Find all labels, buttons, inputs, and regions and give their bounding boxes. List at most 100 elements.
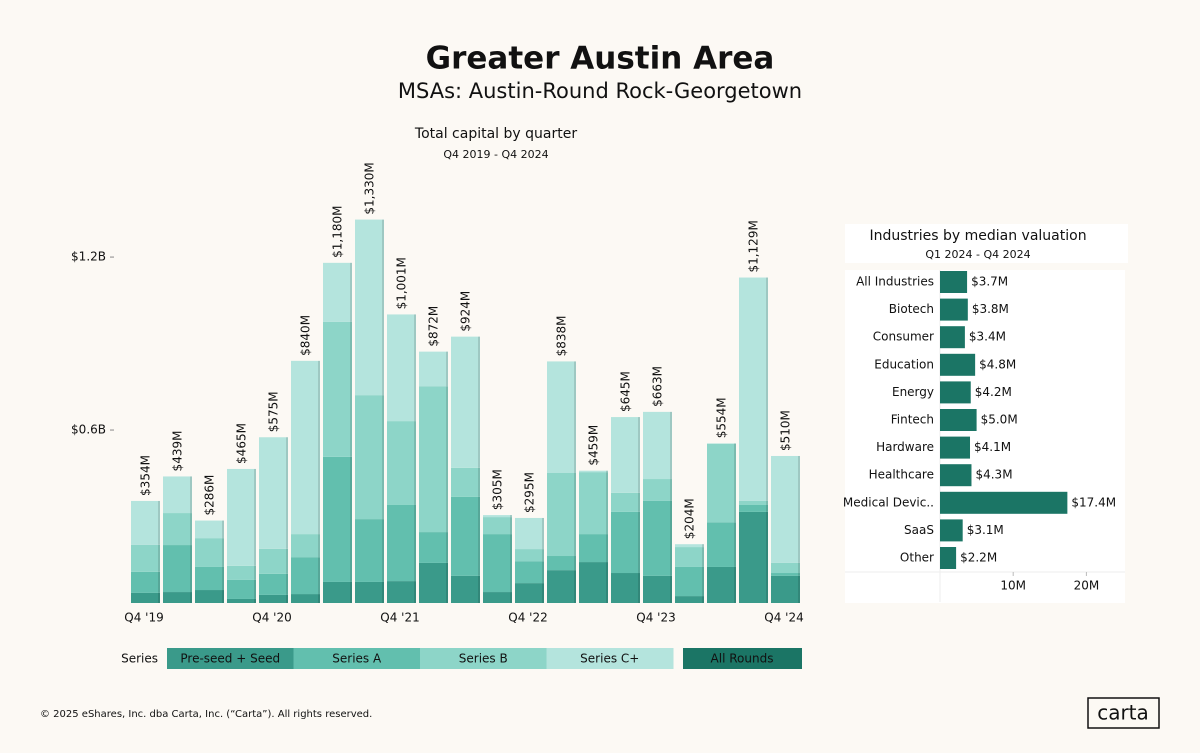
bar-edge — [254, 598, 256, 603]
legend-label: Series B — [459, 652, 508, 666]
bar-edge — [574, 361, 576, 473]
legend-title: Series — [121, 652, 158, 666]
bar-segment — [483, 517, 512, 535]
bar-segment — [291, 534, 320, 558]
bar-edge — [702, 544, 704, 548]
x-tick-label: Q4 '23 — [636, 611, 675, 625]
bar-edge — [670, 575, 672, 603]
bar-segment — [387, 581, 416, 603]
bar-edge — [542, 517, 544, 550]
bar-segment — [707, 522, 736, 567]
bar-segment — [131, 500, 160, 545]
x-tick-label: Q4 '22 — [508, 611, 547, 625]
bar-segment — [291, 594, 320, 603]
bar — [940, 353, 976, 376]
bar-edge — [318, 360, 320, 535]
category-label: All Industries — [856, 275, 934, 289]
bar-segment — [259, 437, 288, 549]
bar-edge — [798, 562, 800, 574]
bar-edge — [798, 573, 800, 576]
legend-swatch — [420, 648, 547, 669]
bar — [940, 491, 1068, 514]
bar-edge — [574, 472, 576, 557]
bar-edge — [222, 520, 224, 539]
bar-edge — [414, 421, 416, 505]
bar-edge — [318, 594, 320, 603]
legend-label: Series A — [332, 652, 382, 666]
bar-segment — [739, 500, 768, 505]
value-label: $3.1M — [967, 523, 1004, 537]
bar-edge — [318, 534, 320, 558]
total-label: $1,129M — [747, 220, 761, 272]
bar-edge — [734, 443, 736, 523]
bar-edge — [254, 565, 256, 580]
bar — [940, 298, 968, 321]
total-label: $459M — [587, 425, 601, 466]
bar-segment — [259, 573, 288, 595]
bar-segment — [163, 592, 192, 603]
bar-segment — [771, 573, 800, 576]
bar-segment — [259, 594, 288, 603]
bar-edge — [414, 581, 416, 603]
legend-swatch — [546, 648, 674, 669]
bar — [940, 464, 972, 487]
y-tick-label: $0.6B — [71, 423, 106, 437]
total-label: $305M — [491, 469, 505, 510]
bar-segment — [323, 456, 352, 582]
bar-edge — [510, 534, 512, 593]
bar-edge — [382, 519, 384, 582]
legend-swatch — [683, 648, 802, 669]
x-tick-label: Q4 '24 — [764, 611, 803, 625]
chart-title: Total capital by quarter — [414, 126, 577, 142]
bar-edge — [766, 511, 768, 603]
total-label: $204M — [683, 498, 697, 539]
category-label: SaaS — [904, 523, 934, 537]
bar-segment — [611, 511, 640, 574]
bar-edge — [478, 336, 480, 468]
bar-segment — [355, 395, 384, 520]
bar-segment — [579, 472, 608, 535]
value-label: $3.4M — [969, 330, 1006, 344]
bar-segment — [291, 557, 320, 595]
bar-edge — [702, 566, 704, 597]
category-label: Education — [874, 357, 934, 371]
bar — [940, 436, 971, 459]
bar — [940, 271, 968, 293]
category-label: Fintech — [891, 413, 934, 427]
bar-segment — [131, 571, 160, 593]
bar-edge — [382, 581, 384, 603]
bar-edge — [254, 579, 256, 599]
bar-edge — [446, 386, 448, 533]
category-label: Hardware — [876, 440, 934, 454]
bar-edge — [606, 562, 608, 603]
bar-edge — [254, 468, 256, 566]
bar-edge — [478, 467, 480, 497]
bar-edge — [190, 476, 192, 514]
bar-edge — [670, 500, 672, 576]
total-label: $1,001M — [395, 257, 409, 309]
bar-segment — [131, 592, 160, 603]
bar — [940, 381, 971, 404]
bar-edge — [638, 511, 640, 574]
bar-segment — [771, 455, 800, 563]
x-tick-label: 20M — [1074, 579, 1100, 593]
bar-segment — [579, 562, 608, 603]
bar-edge — [190, 592, 192, 603]
bar-edge — [286, 594, 288, 603]
value-label: $2.2M — [960, 551, 997, 565]
x-tick-label: Q4 '19 — [124, 611, 163, 625]
bar-edge — [286, 437, 288, 549]
bar-edge — [606, 472, 608, 535]
bar-segment — [611, 573, 640, 603]
logo-box — [1087, 697, 1160, 729]
bar-edge — [350, 581, 352, 603]
bar-edge — [574, 570, 576, 603]
total-label: $575M — [267, 391, 281, 432]
legend-label: Pre-seed + Seed — [180, 652, 280, 666]
bar-edge — [222, 590, 224, 603]
bar-segment — [707, 443, 736, 523]
bar-edge — [766, 277, 768, 501]
bar-edge — [190, 545, 192, 593]
total-label: $645M — [619, 371, 633, 412]
